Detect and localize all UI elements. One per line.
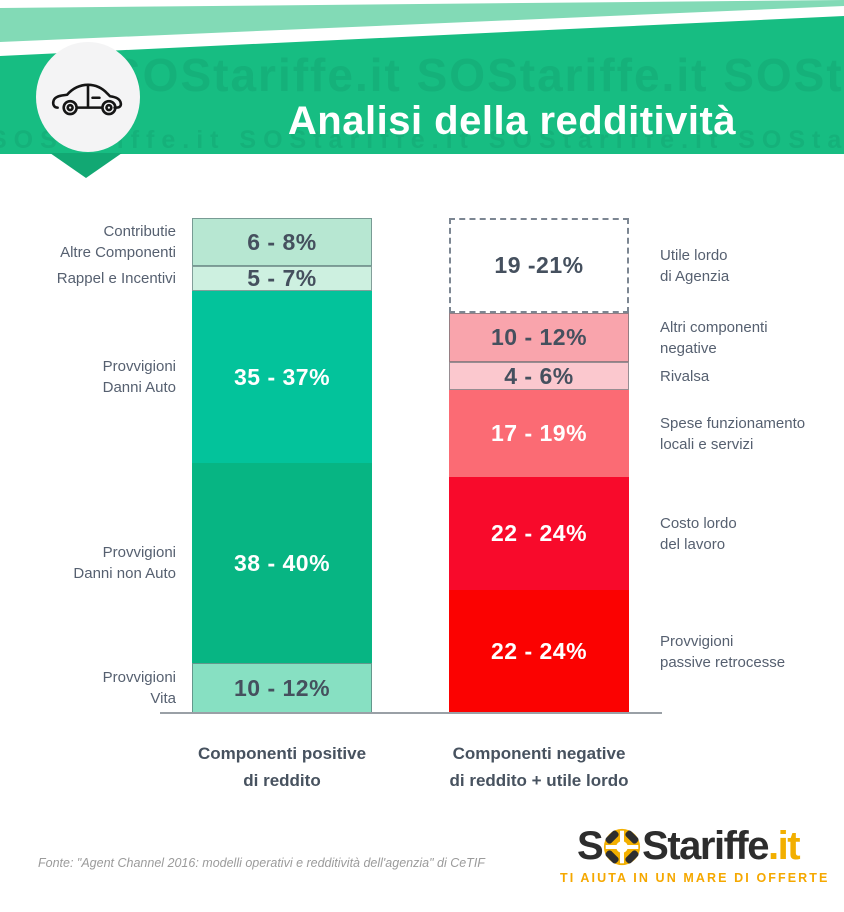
label-provvigioni-passive: Provvigioni passive retrocesse bbox=[660, 632, 786, 671]
segment-costo-lordo-lavoro: 22 - 24% bbox=[449, 477, 629, 590]
segment-value: 5 - 7% bbox=[247, 265, 317, 291]
segment-value: 22 - 24% bbox=[490, 638, 588, 664]
segment-value: 17 - 19% bbox=[490, 420, 588, 446]
segment-provvigioni-vita: 10 - 12% bbox=[192, 663, 372, 713]
segment-value: 38 - 40% bbox=[233, 549, 331, 576]
label-provvigioni-danni-auto: Provvigioni Danni Auto bbox=[102, 358, 176, 396]
logo-wordmark: S Stariffe .it bbox=[560, 824, 816, 869]
segment-value: 10 - 12% bbox=[233, 674, 331, 701]
label-provvigioni-vita: Provvigioni Vita bbox=[102, 669, 176, 707]
segment-value: 10 - 12% bbox=[490, 324, 588, 350]
page-title: Analisi della redditività bbox=[287, 98, 737, 143]
segment-rivalsa: 4 - 6% bbox=[449, 362, 629, 390]
axis-label-componenti-negative: Componenti negative di reddito + utile l… bbox=[449, 744, 629, 791]
segment-utile-lordo: 19 -21% bbox=[449, 218, 629, 313]
label-provvigioni-danni-non-auto: Provvigioni Danni non Auto bbox=[73, 544, 176, 582]
segment-value: 6 - 8% bbox=[247, 228, 317, 255]
label-utile-lordo: Utile lordo di Agenzia bbox=[660, 246, 730, 285]
label-altri-componenti-negative: Altri componenti negative bbox=[660, 318, 768, 357]
logo-suffix: Stariffe bbox=[642, 824, 769, 868]
label-rappel-incentivi: Rappel e Incentivi bbox=[56, 270, 176, 287]
car-icon bbox=[51, 83, 123, 116]
lifebuoy-o-icon bbox=[604, 828, 641, 865]
banner-chevron bbox=[50, 153, 122, 178]
segment-contributi-altre-componenti: 6 - 8% bbox=[192, 218, 372, 266]
axis-baseline bbox=[160, 712, 662, 714]
segment-altri-componenti-negative: 10 - 12% bbox=[449, 313, 629, 362]
segment-provvigioni-danni-non-auto: 38 - 40% bbox=[192, 463, 372, 663]
segment-spese-funzionamento: 17 - 19% bbox=[449, 390, 629, 477]
segment-provvigioni-passive: 22 - 24% bbox=[449, 590, 629, 713]
segment-provvigioni-danni-auto: 35 - 37% bbox=[192, 291, 372, 463]
segment-value: 35 - 37% bbox=[233, 363, 331, 390]
sostariffe-logo: S Stariffe .it TI AIUTA IN UN MARE DI OF… bbox=[560, 824, 830, 885]
header-banner bbox=[0, 0, 844, 178]
segment-value: 4 - 6% bbox=[504, 362, 574, 389]
source-note: Fonte: "Agent Channel 2016: modelli oper… bbox=[38, 856, 485, 870]
banner-stripe bbox=[0, 0, 844, 42]
banner-main bbox=[0, 16, 844, 154]
car-badge bbox=[36, 42, 140, 152]
segment-rappel-incentivi: 5 - 7% bbox=[192, 265, 372, 291]
axis-label-componenti-positive: Componenti positive di reddito bbox=[197, 744, 367, 791]
label-rivalsa: Rivalsa bbox=[660, 367, 710, 385]
segment-value: 19 -21% bbox=[494, 252, 584, 278]
logo-tld: .it bbox=[767, 824, 801, 868]
segment-value: 22 - 24% bbox=[490, 520, 588, 546]
label-spese-funzionamento: Spese funzionamento locali e servizi bbox=[660, 414, 806, 453]
label-costo-lordo-lavoro: Costo lordo del lavoro bbox=[660, 514, 737, 553]
logo-tagline: TI AIUTA IN UN MARE DI OFFERTE bbox=[560, 871, 830, 885]
logo-prefix: S bbox=[576, 824, 604, 868]
label-contributi-altre-componenti: Contributie Altre Componenti bbox=[60, 223, 176, 261]
